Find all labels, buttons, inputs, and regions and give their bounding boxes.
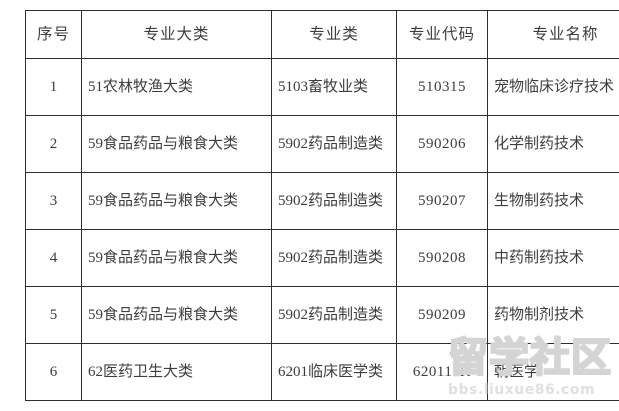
cell-category: 5902药品制造类: [271, 286, 397, 344]
cell-name: 化学制药技术: [487, 115, 619, 173]
cell-index: 3: [25, 172, 82, 230]
cell-category: 5902药品制造类: [271, 172, 397, 230]
cell-code: 590208: [396, 229, 488, 287]
cell-index: 4: [25, 229, 82, 287]
table-header-row: 序号 专业大类 专业类 专业代码 专业名称: [25, 10, 619, 59]
cell-code: 620111K: [396, 343, 488, 401]
cell-name: 宠物临床诊疗技术: [487, 58, 619, 116]
cell-category: 6201临床医学类: [271, 343, 397, 401]
cell-big-cat: 59食品药品与粮食大类: [81, 115, 272, 173]
cell-big-cat: 59食品药品与粮食大类: [81, 286, 272, 344]
column-header-index: 序号: [25, 10, 82, 59]
cell-name: 中药制药技术: [487, 229, 619, 287]
cell-index: 1: [25, 58, 82, 116]
cell-big-cat: 59食品药品与粮食大类: [81, 229, 272, 287]
cell-index: 6: [25, 343, 82, 401]
column-header-category: 专业类: [271, 10, 397, 59]
cell-category: 5103畜牧业类: [271, 58, 397, 116]
cell-category: 5902药品制造类: [271, 229, 397, 287]
cell-index: 5: [25, 286, 82, 344]
table-row: 5 59食品药品与粮食大类 5902药品制造类 590209 药物制剂技术: [25, 286, 619, 344]
column-header-name: 专业名称: [487, 10, 619, 59]
cell-big-cat: 62医药卫生大类: [81, 343, 272, 401]
cell-name: 药物制剂技术: [487, 286, 619, 344]
cell-code: 510315: [396, 58, 488, 116]
table-row: 4 59食品药品与粮食大类 5902药品制造类 590208 中药制药技术: [25, 229, 619, 287]
column-header-big-cat: 专业大类: [81, 10, 272, 59]
major-list-table: 序号 专业大类 专业类 专业代码 专业名称 1 51农林牧渔大类 5103畜牧业…: [25, 10, 619, 401]
cell-name: 生物制药技术: [487, 172, 619, 230]
table-row: 3 59食品药品与粮食大类 5902药品制造类 590207 生物制药技术: [25, 172, 619, 230]
table-header: 序号 专业大类 专业类 专业代码 专业名称: [25, 10, 619, 59]
table-row: 2 59食品药品与粮食大类 5902药品制造类 590206 化学制药技术: [25, 115, 619, 173]
cell-code: 590207: [396, 172, 488, 230]
cell-index: 2: [25, 115, 82, 173]
cell-big-cat: 51农林牧渔大类: [81, 58, 272, 116]
table-row: 6 62医药卫生大类 6201临床医学类 620111K 朝医学: [25, 343, 619, 401]
cell-category: 5902药品制造类: [271, 115, 397, 173]
cell-code: 590209: [396, 286, 488, 344]
table-row: 1 51农林牧渔大类 5103畜牧业类 510315 宠物临床诊疗技术: [25, 58, 619, 116]
column-header-code: 专业代码: [396, 10, 488, 59]
cell-code: 590206: [396, 115, 488, 173]
cell-name: 朝医学: [487, 343, 619, 401]
cell-big-cat: 59食品药品与粮食大类: [81, 172, 272, 230]
table-body: 1 51农林牧渔大类 5103畜牧业类 510315 宠物临床诊疗技术 2 59…: [25, 58, 619, 401]
